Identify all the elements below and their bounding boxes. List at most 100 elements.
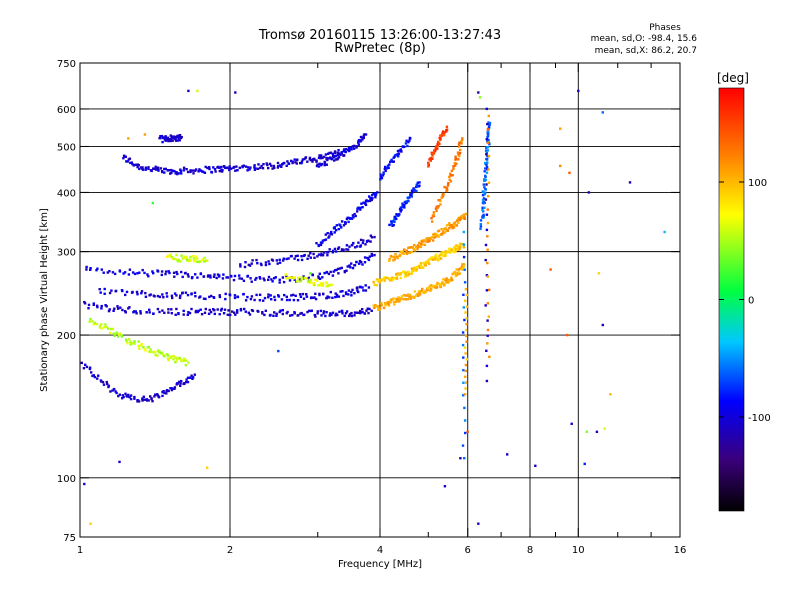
x-tick-label: 4: [377, 545, 383, 556]
echo-point: [365, 309, 368, 312]
echo-point: [344, 221, 347, 224]
echo-point: [316, 310, 319, 313]
echo-point: [280, 298, 284, 301]
echo-point: [298, 293, 302, 296]
echo-point: [343, 154, 346, 157]
echo-point: [397, 155, 400, 158]
echo-point: [362, 289, 365, 292]
echo-point: [250, 309, 254, 312]
echo-point: [443, 485, 447, 488]
echo-point: [356, 286, 359, 289]
echo-point: [165, 389, 168, 393]
echo-point: [418, 181, 421, 184]
echo-point: [398, 299, 402, 302]
y-tick-label: 400: [57, 188, 76, 199]
echo-point: [403, 206, 406, 209]
echo-point: [203, 171, 207, 174]
echo-point: [247, 263, 250, 267]
echo-point: [483, 193, 486, 196]
echo-point: [321, 282, 325, 285]
echo-point: [425, 260, 428, 263]
echo-point: [131, 162, 134, 166]
echo-point: [240, 277, 244, 280]
echo-point: [397, 152, 401, 155]
echo-point: [407, 196, 410, 200]
echo-point: [174, 138, 177, 141]
echo-point: [130, 161, 133, 164]
echo-point: [368, 307, 371, 311]
echo-point: [403, 294, 406, 297]
echo-point: [365, 199, 368, 202]
echo-point: [341, 312, 344, 315]
echo-point: [138, 167, 141, 171]
echo-point: [428, 285, 431, 288]
echo-point: [170, 256, 174, 259]
echo-point: [161, 394, 164, 398]
echo-point: [363, 256, 367, 259]
echo-point: [255, 258, 258, 262]
echo-point: [307, 276, 310, 280]
echo-point: [437, 282, 441, 286]
echo-point: [321, 241, 324, 244]
echo-point: [125, 160, 128, 163]
echo-point: [310, 281, 313, 284]
echo-point: [479, 219, 483, 222]
echo-point: [197, 170, 200, 173]
echo-point: [269, 313, 272, 317]
echo-point: [133, 395, 136, 399]
echo-point: [177, 258, 180, 262]
echo-point: [398, 254, 402, 257]
echo-point: [267, 293, 270, 296]
echo-point: [283, 293, 286, 297]
echo-point: [121, 308, 124, 312]
echo-point: [152, 272, 155, 275]
echo-point: [187, 275, 190, 278]
echo-point: [367, 311, 370, 315]
echo-point: [431, 152, 434, 156]
echo-point: [424, 264, 427, 267]
echo-point: [256, 262, 259, 265]
echo-point: [336, 157, 340, 160]
echo-point: [145, 311, 148, 314]
echo-point: [147, 345, 151, 349]
echo-point: [255, 276, 258, 280]
echo-point: [310, 309, 313, 312]
echo-point: [163, 311, 166, 314]
echo-point: [429, 237, 432, 240]
echo-point: [405, 200, 408, 203]
echo-point: [260, 263, 263, 267]
echo-point: [180, 379, 183, 383]
echo-point: [188, 259, 191, 263]
echo-point: [318, 293, 321, 297]
echo-point: [452, 167, 455, 170]
echo-point: [391, 219, 395, 223]
echo-point: [447, 250, 450, 254]
echo-point: [325, 270, 329, 274]
echo-point: [176, 382, 179, 385]
echo-point: [244, 310, 247, 313]
echo-point: [446, 281, 450, 284]
echo-point: [440, 251, 443, 254]
echo-point: [151, 270, 154, 273]
echo-point: [407, 141, 410, 144]
echo-point: [315, 242, 318, 245]
echo-point: [170, 388, 174, 392]
echo-point: [273, 295, 276, 299]
echo-point: [330, 233, 334, 236]
echo-point: [306, 257, 309, 260]
echo-point: [92, 303, 95, 306]
echo-point: [212, 296, 216, 299]
echo-point: [248, 264, 252, 267]
echo-point: [158, 295, 162, 299]
echo-point: [436, 147, 439, 150]
echo-point: [85, 268, 88, 271]
echo-point: [364, 133, 368, 136]
echo-point: [436, 206, 439, 209]
echo-point: [124, 392, 127, 395]
echo-point: [411, 245, 414, 249]
echo-point: [506, 453, 509, 456]
echo-point: [213, 168, 217, 171]
echo-point: [321, 276, 324, 279]
echo-point: [316, 279, 319, 282]
